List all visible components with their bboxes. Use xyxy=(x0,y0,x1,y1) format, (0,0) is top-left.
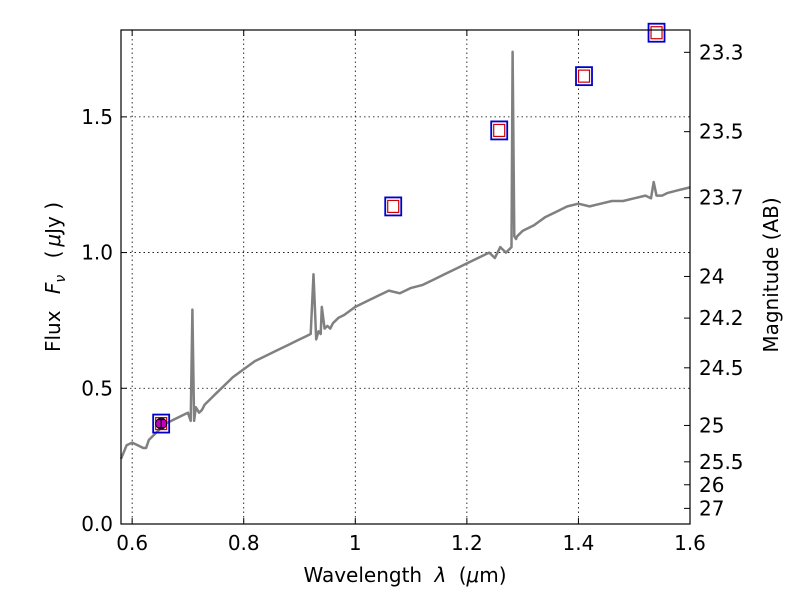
model-box xyxy=(493,123,506,138)
y2-tick-label: 26 xyxy=(699,473,724,497)
y2-tick-label: 23.3 xyxy=(699,40,744,64)
photometry-layer xyxy=(152,22,666,434)
model-box xyxy=(577,69,591,83)
photometry-box xyxy=(152,413,171,434)
spectrum-layer xyxy=(119,50,691,460)
y-tick-label: 1.5 xyxy=(81,105,113,129)
x-axis-title: Wavelength λ (μm) xyxy=(303,563,506,587)
y-tick-label: 0.0 xyxy=(81,512,113,536)
ticks: 0.6 0.8 1 1.2 1.4 1.6 0.0 0.5 1.0 1.5 23.3 23.5 23.7… xyxy=(81,30,744,555)
y2-tick-label: 24 xyxy=(699,264,724,288)
x-tick-label: 1 xyxy=(349,531,362,555)
grid xyxy=(121,30,691,525)
x-tick-label: 0.6 xyxy=(116,531,148,555)
x-tick-label: 0.8 xyxy=(228,531,260,555)
model-box xyxy=(650,26,663,40)
x-tick-label: 1.6 xyxy=(674,531,706,555)
y2-tick-label: 23.5 xyxy=(699,120,744,144)
y2-tick-label: 24.2 xyxy=(699,306,744,330)
plot-frame xyxy=(120,29,691,525)
y-tick-label: 0.5 xyxy=(81,376,113,400)
photometry-box xyxy=(384,196,403,217)
y-axis-title: Flux Fν (μJy ) xyxy=(41,202,70,352)
photometry-box xyxy=(575,66,593,87)
spectrum-line xyxy=(119,50,691,460)
y2-axis-title: Magnitude (AB) xyxy=(759,197,783,352)
y-tick-label: 1.0 xyxy=(81,241,113,265)
x-tick-label: 1.2 xyxy=(451,531,483,555)
y2-tick-label: 27 xyxy=(699,496,724,520)
photometry-box xyxy=(647,22,666,43)
x-tick-label: 1.4 xyxy=(563,531,595,555)
y2-tick-label: 24.5 xyxy=(699,356,744,380)
y2-tick-label: 23.7 xyxy=(699,186,744,210)
y2-tick-label: 25.5 xyxy=(699,450,744,474)
y2-tick-label: 25 xyxy=(699,413,724,437)
model-box xyxy=(387,199,400,214)
photometry-box xyxy=(490,120,509,141)
